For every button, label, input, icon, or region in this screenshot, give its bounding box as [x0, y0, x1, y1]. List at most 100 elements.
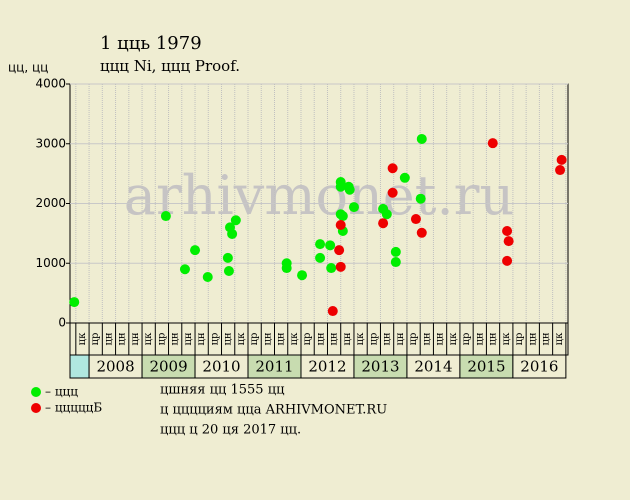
column-label: цн	[315, 332, 326, 345]
y-tick-label: 2000	[35, 196, 66, 210]
year-label: 2013	[361, 358, 399, 376]
point	[223, 266, 234, 277]
column-label: цн	[382, 332, 393, 345]
legend-label: – ццц	[45, 385, 78, 399]
year-label: 2015	[467, 358, 505, 376]
y-tick-label: 0	[58, 316, 66, 330]
point	[556, 154, 567, 165]
point	[327, 306, 338, 317]
point	[387, 163, 398, 174]
point	[415, 193, 426, 204]
year-label: 2016	[520, 358, 558, 376]
point	[555, 165, 566, 176]
column-label: цн	[342, 332, 353, 345]
point	[387, 187, 398, 198]
year-label: 2008	[96, 358, 134, 376]
column-label: цк	[448, 332, 459, 345]
point	[344, 184, 355, 195]
column-label: цк	[501, 332, 512, 345]
column-label: цр	[302, 333, 313, 346]
point	[335, 261, 346, 272]
point	[315, 239, 326, 250]
point	[381, 209, 392, 220]
point	[190, 245, 201, 256]
year-label: 2009	[149, 358, 187, 376]
point	[334, 245, 345, 256]
column-label: цн	[170, 332, 181, 345]
chart-title: 1 цць 1979	[100, 33, 202, 54]
column-label: цр	[368, 333, 379, 346]
year-label: 2011	[255, 358, 293, 376]
point	[390, 257, 401, 268]
column-label: цн	[117, 332, 128, 345]
column-label: цн	[196, 332, 207, 345]
y-tick-label: 4000	[35, 77, 66, 91]
year-label: 2012	[308, 358, 346, 376]
column-label: цн	[488, 332, 499, 345]
point	[325, 240, 336, 251]
y-tick-label: 1000	[35, 256, 66, 270]
column-label: цн	[223, 332, 234, 345]
column-label: цк	[143, 332, 154, 345]
year-label: 2014	[414, 358, 452, 376]
point	[281, 263, 292, 274]
point	[416, 227, 427, 238]
year-start-cell	[69, 354, 90, 379]
note: ц цццциям ццa ARHIVMONET.RU	[160, 403, 387, 418]
column-label: цк	[77, 332, 88, 345]
point	[230, 215, 241, 226]
point	[227, 228, 238, 239]
point	[335, 220, 346, 231]
watermark: arhivmonet.ru	[124, 164, 514, 227]
point	[326, 263, 337, 274]
point	[179, 264, 190, 275]
note: цшняя цц 1555 цц	[160, 383, 284, 398]
column-label: цр	[90, 333, 101, 346]
column-label: цр	[408, 333, 419, 346]
point	[202, 271, 213, 282]
column-label: цн	[183, 332, 194, 345]
column-label: цн	[474, 332, 485, 345]
point	[390, 246, 401, 257]
column-label: цр	[156, 333, 167, 346]
point	[502, 255, 513, 266]
point	[399, 172, 410, 183]
point	[315, 252, 326, 263]
column-label: цн	[130, 332, 141, 345]
y-tick-label: 3000	[35, 136, 66, 150]
point	[378, 218, 389, 229]
point	[297, 270, 308, 281]
column-label: цн	[541, 332, 552, 345]
legend-marker	[31, 403, 41, 413]
note: ццц ц 20 ця 2017 цц.	[160, 423, 301, 438]
column-label: цн	[262, 332, 273, 345]
point	[335, 181, 346, 192]
point	[416, 133, 427, 144]
year-label: 2010	[202, 358, 240, 376]
year-cell	[512, 354, 567, 379]
column-label: цр	[514, 333, 525, 346]
column-label: цн	[435, 332, 446, 345]
column-label: цр	[461, 333, 472, 346]
column-label: цр	[209, 333, 220, 346]
column-label: цк	[554, 332, 565, 345]
point	[503, 236, 514, 247]
column-label: цн	[329, 332, 340, 345]
point	[337, 211, 348, 222]
column-label: цк	[289, 332, 300, 345]
chart-subtitle: ццц Ni, ццц Proof.	[100, 57, 240, 75]
point	[160, 211, 171, 222]
point	[502, 225, 513, 236]
point	[487, 138, 498, 149]
column-label: цк	[355, 332, 366, 345]
point	[348, 202, 359, 213]
point	[410, 214, 421, 225]
point	[69, 297, 80, 308]
column-label: цн	[276, 332, 287, 345]
column-label: цр	[249, 333, 260, 346]
column-label: цн	[421, 332, 432, 345]
column-label: цн	[395, 332, 406, 345]
column-label: цн	[527, 332, 538, 345]
legend-marker	[31, 387, 41, 397]
